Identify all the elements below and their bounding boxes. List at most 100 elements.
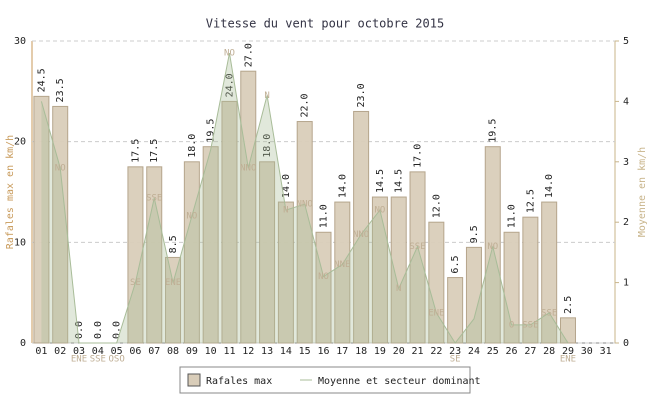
bar	[165, 256, 182, 344]
y-tick-label: 30	[14, 36, 26, 47]
direction-label: NNO	[240, 163, 256, 173]
average-line	[40, 52, 569, 344]
direction-label: N	[264, 91, 269, 101]
x-tick-label: 18	[355, 346, 367, 357]
value-label: 9.5	[469, 225, 480, 243]
direction-label: NO	[186, 212, 197, 222]
chart-title: Vitesse du vent pour octobre 2015	[206, 17, 444, 31]
y-tick-label: 10	[14, 237, 26, 248]
x-tick-label: 08	[167, 346, 179, 357]
bar	[202, 146, 219, 344]
direction-label: SE	[450, 355, 461, 365]
x-tick-label: 05	[111, 346, 123, 357]
y2-tick-label: 2	[623, 217, 629, 228]
direction-label: N	[396, 284, 401, 294]
direction-label: NO	[487, 242, 498, 252]
y-tick-label: 20	[14, 137, 26, 148]
y2-tick-label: 3	[623, 157, 629, 168]
x-tick-label: 20	[393, 346, 405, 357]
y-axis-title: Rafales max en km/h	[5, 135, 16, 249]
x-tick-label: 26	[506, 346, 518, 357]
value-label: 14.0	[281, 174, 292, 198]
y2-tick-label: 5	[623, 36, 629, 47]
value-label: 14.5	[394, 169, 405, 193]
x-tick-label: 27	[524, 346, 536, 357]
bar	[277, 201, 294, 344]
x-tick-label: 23	[449, 346, 461, 357]
direction-label: NO	[318, 272, 329, 282]
direction-label: ENE	[165, 278, 181, 288]
direction-label: ENE	[560, 355, 576, 365]
direction-label: NNO	[297, 200, 313, 210]
y2-tick-label: 4	[623, 96, 629, 107]
bar	[522, 216, 539, 344]
x-tick-label: 11	[223, 346, 235, 357]
value-label: 24.5	[36, 68, 47, 92]
x-tick-label: 12	[242, 346, 254, 357]
bar	[127, 166, 144, 344]
value-label: 24.0	[224, 73, 235, 97]
direction-label: NNO	[353, 230, 369, 240]
value-label: 18.0	[262, 134, 273, 158]
value-label: 0.0	[112, 321, 123, 339]
bar	[33, 95, 50, 344]
value-label: 22.0	[300, 93, 311, 117]
direction-label: SSE	[146, 194, 162, 204]
value-label: 19.5	[206, 119, 217, 143]
x-tick-label: 28	[543, 346, 555, 357]
direction-label: SSE	[90, 355, 106, 365]
x-tick-label: 21	[412, 346, 424, 357]
direction-label: NNE	[334, 260, 350, 270]
direction-label: O	[509, 320, 514, 330]
bar	[259, 161, 276, 344]
value-label: 17.5	[130, 139, 141, 163]
bar	[484, 146, 501, 344]
value-label: 23.0	[356, 83, 367, 107]
value-label: 12.5	[525, 189, 536, 213]
direction-label: OSO	[108, 355, 124, 365]
x-tick-label: 03	[73, 346, 85, 357]
value-label: 27.0	[243, 43, 254, 67]
x-tick-label: 13	[261, 346, 273, 357]
bar	[221, 100, 238, 344]
value-label: 17.0	[413, 144, 424, 168]
x-tick-label: 24	[468, 346, 480, 357]
legend-label: Rafales max	[206, 376, 272, 387]
value-label: 6.5	[450, 256, 461, 274]
x-tick-label: 01	[35, 346, 47, 357]
x-tick-label: 07	[148, 346, 160, 357]
y2-tick-label: 1	[623, 278, 629, 289]
direction-label: ENE	[71, 355, 87, 365]
y2-tick-label: 0	[623, 338, 629, 349]
bar	[334, 201, 351, 344]
direction-label: SSE	[409, 242, 425, 252]
x-tick-label: 04	[92, 346, 104, 357]
bar	[371, 196, 388, 344]
bar	[503, 231, 520, 344]
bar	[390, 196, 407, 344]
direction-label: N	[283, 206, 288, 216]
value-label: 18.0	[187, 134, 198, 158]
value-label: 0.0	[74, 321, 85, 339]
direction-label: NO	[224, 49, 235, 59]
bar	[541, 201, 558, 344]
average-area	[41, 53, 568, 343]
legend-swatch	[187, 373, 201, 387]
direction-label: NO	[374, 206, 385, 216]
value-label: 2.5	[563, 296, 574, 314]
value-label: 14.0	[544, 174, 555, 198]
value-label: 19.5	[488, 119, 499, 143]
bar	[428, 221, 445, 344]
x-tick-label: 09	[186, 346, 198, 357]
x-tick-label: 30	[581, 346, 593, 357]
x-tick-label: 16	[317, 346, 329, 357]
x-tick-label: 29	[562, 346, 574, 357]
direction-label: NO	[55, 163, 66, 173]
x-tick-label: 14	[280, 346, 292, 357]
value-label: 14.5	[375, 169, 386, 193]
x-tick-label: 17	[336, 346, 348, 357]
x-tick-label: 15	[299, 346, 311, 357]
direction-label: SSE	[541, 308, 557, 318]
direction-label: ENE	[428, 308, 444, 318]
x-tick-label: 10	[205, 346, 217, 357]
